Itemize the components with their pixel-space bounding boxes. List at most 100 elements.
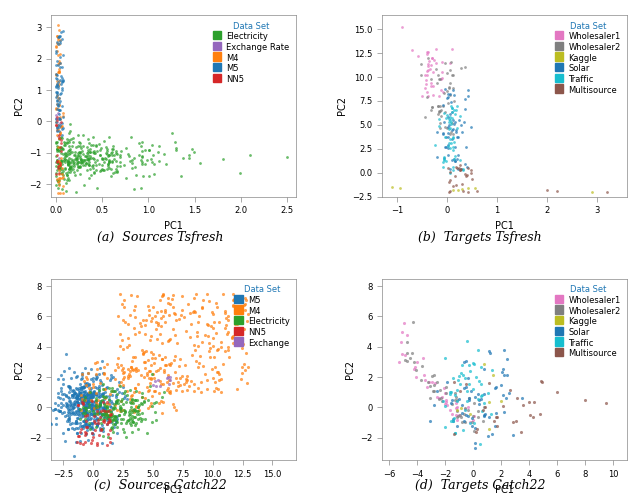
- Electricity: [91, 403, 101, 411]
- M5: [98, 403, 108, 411]
- M5: [69, 368, 79, 376]
- Electricity: [106, 148, 116, 156]
- M5: [67, 424, 77, 432]
- Wholesaler2: [444, 79, 454, 87]
- Electricity: [161, 160, 172, 168]
- Solar: [440, 143, 451, 150]
- M4: [158, 291, 168, 298]
- Electricity: [79, 156, 90, 164]
- M5: [52, 105, 62, 113]
- M4: [126, 363, 136, 371]
- Electricity: [106, 416, 116, 424]
- Electricity: [63, 160, 74, 168]
- M4: [54, 157, 64, 165]
- M5: [98, 406, 108, 414]
- Electricity: [83, 159, 93, 167]
- M4: [89, 404, 99, 412]
- Traffic: [438, 158, 448, 166]
- M5: [54, 114, 65, 122]
- M5: [70, 417, 81, 425]
- M5: [72, 392, 82, 400]
- M4: [81, 381, 92, 389]
- Electricity: [112, 423, 122, 431]
- NN5: [102, 407, 113, 415]
- M4: [52, 77, 62, 85]
- Electricity: [132, 407, 142, 415]
- M4: [228, 301, 238, 309]
- Solar: [469, 439, 479, 446]
- M4: [55, 161, 65, 169]
- M5: [54, 77, 65, 85]
- Solar: [456, 165, 466, 173]
- Exchange Rate: [52, 126, 62, 134]
- Solar: [508, 431, 518, 439]
- M5: [90, 412, 100, 420]
- Electricity: [63, 147, 73, 155]
- Electricity: [63, 158, 74, 166]
- M4: [147, 314, 157, 322]
- M4: [53, 104, 63, 112]
- Traffic: [439, 109, 449, 117]
- M4: [128, 353, 138, 361]
- M4: [157, 355, 167, 363]
- Electricity: [91, 394, 101, 402]
- Electricity: [90, 149, 100, 157]
- Legend: M5, M4, Electricity, NN5, Exchange: M5, M4, Electricity, NN5, Exchange: [232, 283, 292, 350]
- Electricity: [67, 154, 77, 162]
- M4: [138, 349, 148, 357]
- Solar: [504, 389, 514, 397]
- Electricity: [54, 164, 64, 172]
- Traffic: [447, 108, 458, 116]
- Wholesaler2: [433, 102, 444, 110]
- Electricity: [63, 168, 73, 176]
- Electricity: [90, 396, 100, 403]
- NN5: [98, 417, 108, 425]
- Wholesaler2: [450, 396, 460, 403]
- M5: [74, 395, 84, 403]
- Solar: [432, 387, 442, 395]
- Electricity: [94, 140, 104, 148]
- Electricity: [153, 148, 163, 156]
- Electricity: [99, 380, 109, 388]
- Electricity: [136, 138, 147, 146]
- Electricity: [70, 188, 81, 196]
- M4: [51, 104, 61, 112]
- Solar: [463, 92, 473, 100]
- Electricity: [65, 164, 75, 172]
- M4: [148, 370, 158, 378]
- Electricity: [146, 154, 156, 162]
- M5: [91, 374, 101, 382]
- Solar: [462, 163, 472, 171]
- NN5: [92, 407, 102, 415]
- M5: [52, 81, 62, 89]
- M4: [53, 21, 63, 29]
- M5: [70, 408, 81, 416]
- M5: [51, 48, 61, 55]
- NN5: [105, 417, 115, 425]
- M5: [88, 409, 99, 417]
- M5: [59, 367, 69, 375]
- M4: [197, 302, 207, 310]
- Electricity: [95, 146, 105, 153]
- M4: [123, 372, 133, 380]
- M4: [156, 355, 166, 363]
- M4: [160, 308, 170, 316]
- M5: [76, 384, 86, 392]
- M5: [82, 398, 92, 406]
- Electricity: [100, 143, 111, 151]
- Solar: [451, 128, 461, 136]
- Traffic: [454, 112, 465, 120]
- Multisource: [455, 161, 465, 169]
- Wholesaler1: [437, 58, 447, 66]
- M5: [54, 128, 65, 136]
- Electricity: [104, 158, 115, 166]
- Kaggle: [470, 184, 480, 192]
- M4: [148, 375, 159, 383]
- NN5: [75, 439, 85, 446]
- Kaggle: [463, 184, 473, 192]
- M5: [77, 369, 87, 377]
- M4: [214, 376, 225, 384]
- Electricity: [172, 144, 182, 151]
- M5: [81, 430, 91, 438]
- M5: [73, 404, 83, 412]
